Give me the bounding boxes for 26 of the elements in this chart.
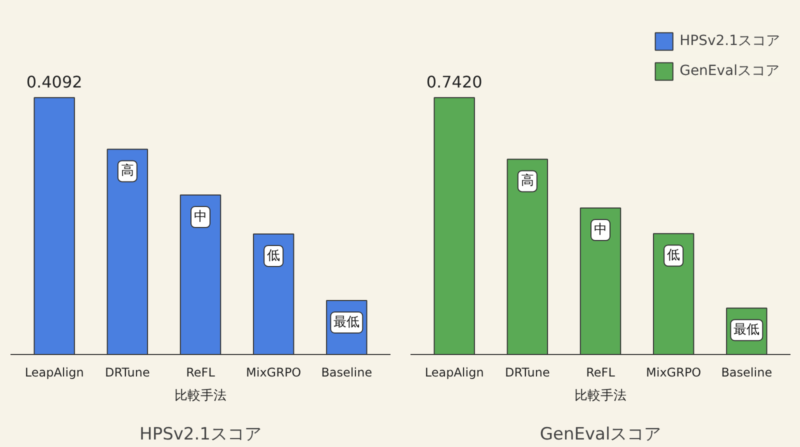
annotation: 高: [120, 162, 134, 179]
x-tick-label: LeapAlign: [24, 366, 84, 380]
legend-label: HPSv2.1スコア: [680, 32, 780, 50]
text: 比較手法: [174, 388, 226, 404]
annotation: 高: [520, 172, 534, 189]
x-tick-label: DRTune: [505, 366, 550, 380]
annotation: 低: [667, 248, 680, 264]
x-tick-label: ReFL: [586, 366, 616, 380]
legend-label: GenEvalスコア: [680, 62, 780, 80]
annotation: 中: [194, 210, 207, 225]
text: 比較手法: [574, 388, 626, 404]
x-axis-title: HPSv2.1スコア: [140, 424, 262, 444]
x-axis-title: GenEvalスコア: [540, 424, 662, 444]
annotation: 中: [594, 222, 607, 238]
annotation: 低: [267, 248, 280, 264]
x-tick-label: ReFL: [186, 366, 216, 380]
annotation: 最低: [334, 315, 360, 330]
data-label: 0.4092: [26, 72, 82, 92]
data-label: 0.7420: [426, 72, 482, 92]
x-tick-label: Baseline: [321, 366, 372, 380]
x-tick-label: MixGRPO: [246, 366, 302, 380]
x-tick-label: Baseline: [721, 366, 772, 380]
x-tick-label: DRTune: [105, 366, 150, 380]
x-tick-label: LeapAlign: [424, 366, 484, 380]
x-tick-label: MixGRPO: [646, 366, 702, 380]
annotation: 最低: [734, 322, 760, 338]
